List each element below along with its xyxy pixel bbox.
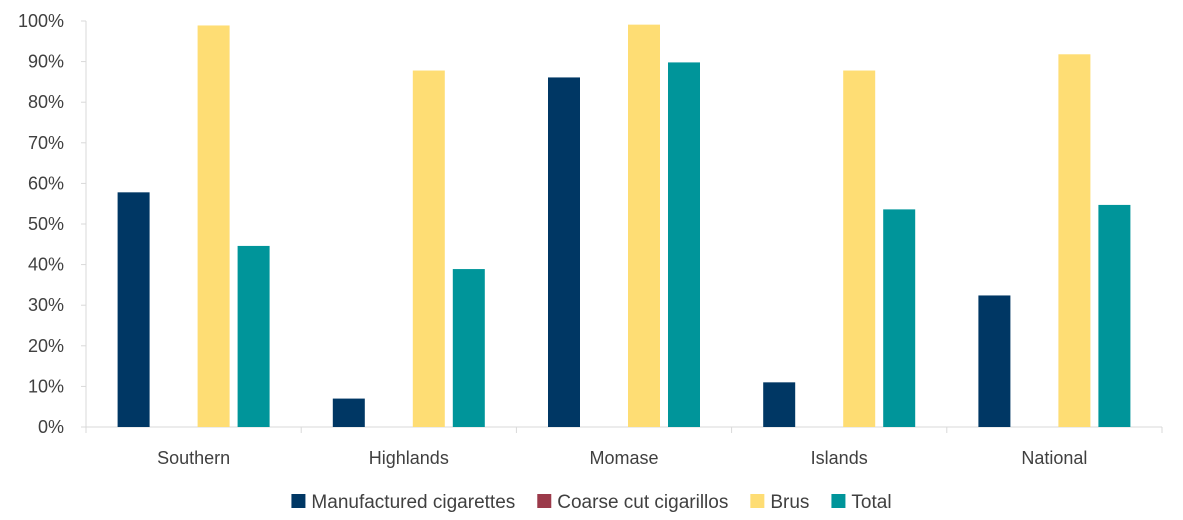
bar: [668, 62, 700, 428]
bar: [978, 295, 1011, 427]
y-tick-label: 80%: [28, 92, 64, 112]
bar: [452, 269, 485, 427]
legend-label: Coarse cut cigarillos: [557, 492, 728, 513]
bar: [628, 24, 660, 428]
y-tick-label: 100%: [18, 11, 64, 31]
y-tick-label: 60%: [28, 173, 64, 193]
bar: [1098, 204, 1131, 427]
x-tick-label: Momase: [589, 448, 658, 468]
bar: [197, 25, 230, 427]
legend-label: Manufactured cigarettes: [311, 492, 515, 513]
bar: [412, 70, 445, 428]
y-tick-label: 0%: [38, 417, 64, 437]
bar: [332, 398, 365, 427]
bar: [763, 382, 796, 427]
legend-swatch: [291, 494, 306, 508]
y-tick-label: 40%: [28, 255, 64, 275]
legend-swatch: [831, 494, 846, 508]
y-tick-label: 20%: [28, 336, 64, 356]
x-tick-label: Islands: [811, 448, 868, 468]
x-tick-label: National: [1021, 448, 1087, 468]
y-axis: 0% 10% 20% 30% 40% 50% 60% 70% 80% 90% 100%: [18, 11, 87, 437]
bar: [237, 245, 270, 427]
bar: [117, 192, 150, 427]
x-tick-label: Southern: [157, 448, 230, 468]
x-axis: Southern Highlands Momase Islands National: [85, 426, 1163, 468]
x-tick-label: Highlands: [369, 448, 449, 468]
bar: [548, 77, 580, 428]
y-tick-label: 50%: [28, 214, 64, 234]
y-tick-label: 70%: [28, 133, 64, 153]
y-tick-label: 30%: [28, 295, 64, 315]
y-tick-label: 90%: [28, 52, 64, 72]
bar: [883, 209, 916, 427]
bar: [1058, 54, 1091, 428]
bars: [117, 24, 1131, 428]
y-tick-label: 10%: [28, 376, 64, 396]
legend-label: Total: [851, 492, 891, 513]
legend: Manufactured cigarettes Coarse cut cigari…: [291, 492, 892, 513]
legend-swatch: [537, 494, 552, 508]
bar: [843, 70, 876, 428]
legend-swatch: [750, 494, 765, 508]
legend-label: Brus: [770, 492, 809, 513]
